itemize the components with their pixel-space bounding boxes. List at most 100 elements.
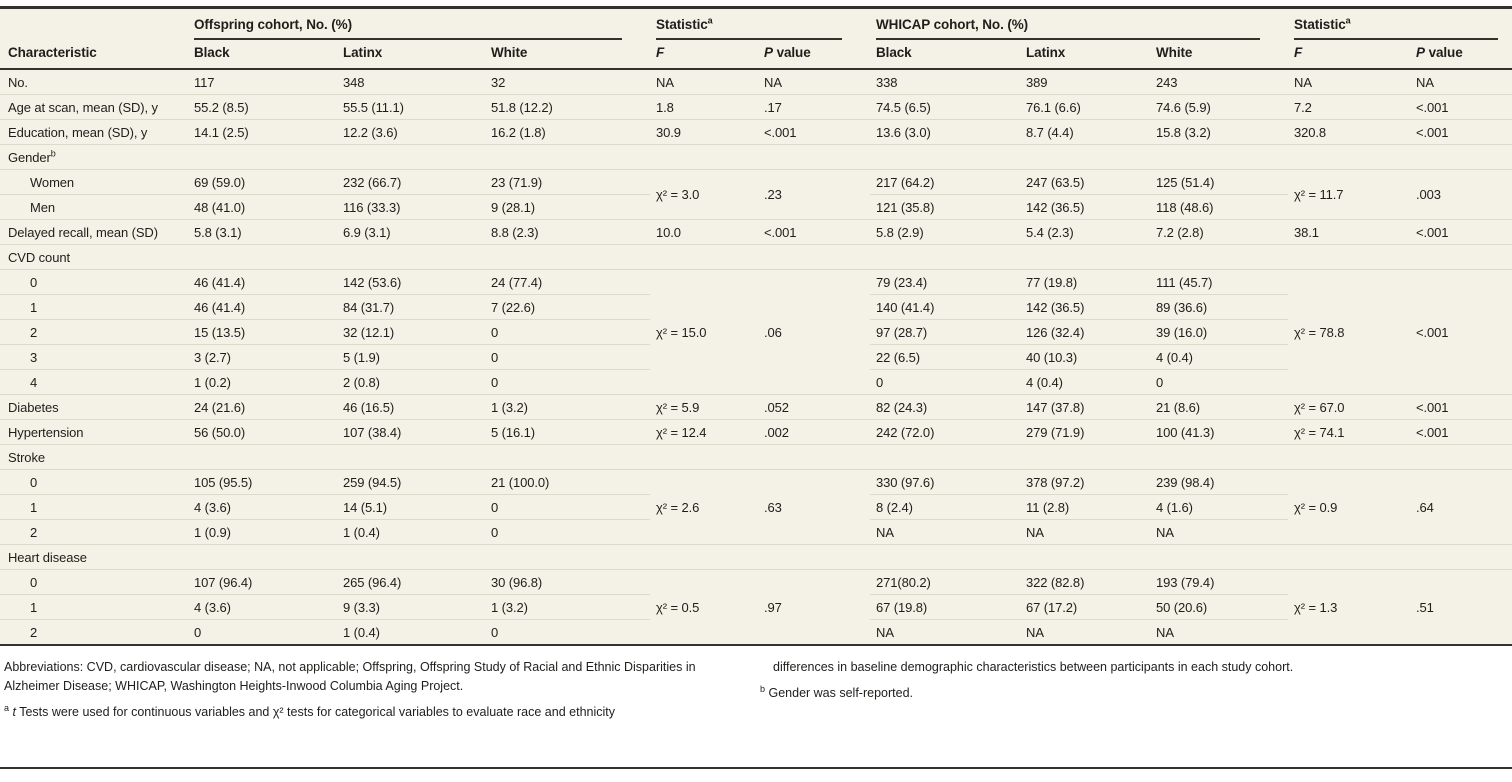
value-cell: 22 (6.5)	[876, 349, 921, 365]
value-cell: 23 (71.9)	[491, 174, 543, 190]
p-value-cell: NA	[1416, 74, 1434, 90]
row-label: 2	[30, 324, 38, 340]
row-label: Men	[30, 199, 55, 215]
value-cell: 330 (97.6)	[876, 474, 935, 490]
row-label: 0	[30, 574, 38, 590]
col-header-pvalue-2: P value	[1410, 40, 1512, 70]
row-label: Education, mean (SD), y	[8, 124, 148, 140]
table-row: No. 117 348 32 NA NA 338 389 243 NA NA	[0, 69, 1512, 95]
value-cell: 97 (28.7)	[876, 324, 928, 340]
f-statistic-cell: 1.8	[656, 99, 674, 115]
value-cell: 24 (21.6)	[194, 399, 246, 415]
row-label: 2	[30, 624, 38, 640]
value-cell: 1 (0.4)	[343, 524, 380, 540]
value-cell: 147 (37.8)	[1026, 399, 1085, 415]
group-header-row: Offspring cohort, No. (%) Statistica WHI…	[0, 9, 1512, 40]
value-cell: 15 (13.5)	[194, 324, 246, 340]
value-cell: 117	[194, 74, 215, 90]
section-row: Heart disease	[0, 545, 1512, 570]
value-cell: 322 (82.8)	[1026, 574, 1085, 590]
value-cell: 6.9 (3.1)	[343, 224, 391, 240]
row-label: 0	[30, 474, 38, 490]
value-cell: 116 (33.3)	[343, 199, 401, 215]
p-value-cell: <.001	[1416, 224, 1449, 240]
col-header-whicap-white: White	[1150, 40, 1289, 70]
value-cell: 50 (20.6)	[1156, 599, 1208, 615]
value-cell: 338	[876, 74, 898, 90]
value-cell: 5.4 (2.3)	[1026, 224, 1074, 240]
p-value-cell: .97	[764, 599, 782, 615]
value-cell: 5.8 (2.9)	[876, 224, 924, 240]
value-cell: 140 (41.4)	[876, 299, 935, 315]
characteristic-header-spacer	[0, 9, 188, 40]
value-cell: 5 (16.1)	[491, 424, 536, 440]
p-value-cell: <.001	[1416, 99, 1449, 115]
table-row: 0 46 (41.4) 142 (53.6) 24 (77.4) χ² = 15.0 .0…	[0, 270, 1512, 340]
col-header-whicap-black: Black	[870, 40, 1021, 70]
value-cell: 0	[1156, 374, 1164, 390]
value-cell: 14.1 (2.5)	[194, 124, 249, 140]
f-statistic-cell: χ² = 0.5	[656, 599, 700, 615]
value-cell: 107 (96.4)	[194, 574, 253, 590]
p-value-cell: .23	[764, 187, 782, 202]
group-header-statistic-2-label: Statistic	[1294, 17, 1346, 32]
value-cell: 126 (32.4)	[1026, 324, 1085, 340]
section-row: Stroke	[0, 445, 1512, 470]
value-cell: NA	[1156, 524, 1174, 540]
value-cell: 1 (0.9)	[194, 524, 231, 540]
value-cell: 82 (24.3)	[876, 399, 928, 415]
p-value-cell: .06	[764, 324, 782, 340]
footnotes-right-column: differences in baseline demographic char…	[746, 658, 1508, 729]
p-value-cell: .002	[764, 424, 789, 440]
value-cell: 3 (2.7)	[194, 349, 231, 365]
footnotes: Abbreviations: CVD, cardiovascular disea…	[0, 646, 1512, 729]
p-value-cell: .64	[1416, 499, 1434, 515]
row-label: Women	[30, 174, 75, 190]
value-cell: NA	[1156, 624, 1174, 640]
row-label: Delayed recall, mean (SD)	[8, 224, 158, 240]
value-cell: 46 (41.4)	[194, 299, 246, 315]
value-cell: 0	[194, 624, 202, 640]
value-cell: 76.1 (6.6)	[1026, 99, 1081, 115]
table-row: Age at scan, mean (SD), y 55.2 (8.5) 55.5 …	[0, 95, 1512, 120]
row-label: 1	[30, 299, 38, 315]
value-cell: 89 (36.6)	[1156, 299, 1208, 315]
value-cell: 0	[491, 499, 499, 515]
footnote-a: a t Tests were used for continuous varia…	[4, 702, 615, 719]
group-header-offspring-label: Offspring cohort, No. (%)	[194, 17, 352, 32]
table-row: Education, mean (SD), y 14.1 (2.5) 12.2 (3…	[0, 120, 1512, 145]
value-cell: 8.7 (4.4)	[1026, 124, 1074, 140]
value-cell: 55.5 (11.1)	[343, 99, 404, 115]
row-label: 2	[30, 524, 38, 540]
f-statistic-cell: 10.0	[656, 224, 681, 240]
section-label: Heart disease	[8, 549, 87, 565]
value-cell: 4 (1.6)	[1156, 499, 1193, 515]
group-header-offspring: Offspring cohort, No. (%)	[188, 9, 650, 40]
value-cell: 4 (0.4)	[1026, 374, 1063, 390]
footnote-a-continued: differences in baseline demographic char…	[773, 660, 1294, 674]
value-cell: 1 (0.4)	[343, 624, 380, 640]
value-cell: 4 (0.4)	[1156, 349, 1193, 365]
table-row: Delayed recall, mean (SD) 5.8 (3.1) 6.9 (3…	[0, 220, 1512, 245]
section-label: Stroke	[8, 449, 45, 465]
f-statistic-cell: χ² = 0.9	[1294, 499, 1338, 515]
value-cell: 118 (48.6)	[1156, 199, 1214, 215]
value-cell: 51.8 (12.2)	[491, 99, 553, 115]
value-cell: 271(80.2)	[876, 574, 931, 590]
f-statistic-cell: χ² = 12.4	[656, 424, 707, 440]
row-label: Diabetes	[8, 399, 59, 415]
value-cell: 2 (0.8)	[343, 374, 380, 390]
value-cell: 9 (28.1)	[491, 199, 536, 215]
f-statistic-cell: χ² = 11.7	[1294, 187, 1344, 202]
value-cell: 46 (41.4)	[194, 274, 246, 290]
value-cell: 30 (96.8)	[491, 574, 543, 590]
value-cell: 105 (95.5)	[194, 474, 253, 490]
p-value-cell: .17	[764, 99, 782, 115]
table-row: 0 105 (95.5) 259 (94.5) 21 (100.0) χ² = 2.6.…	[0, 470, 1512, 515]
value-cell: 7 (22.6)	[491, 299, 536, 315]
row-label: Age at scan, mean (SD), y	[8, 99, 158, 115]
value-cell: 8.8 (2.3)	[491, 224, 539, 240]
value-cell: 121 (35.8)	[876, 199, 935, 215]
value-cell: 125 (51.4)	[1156, 174, 1215, 190]
p-value-cell: .63	[764, 499, 782, 515]
